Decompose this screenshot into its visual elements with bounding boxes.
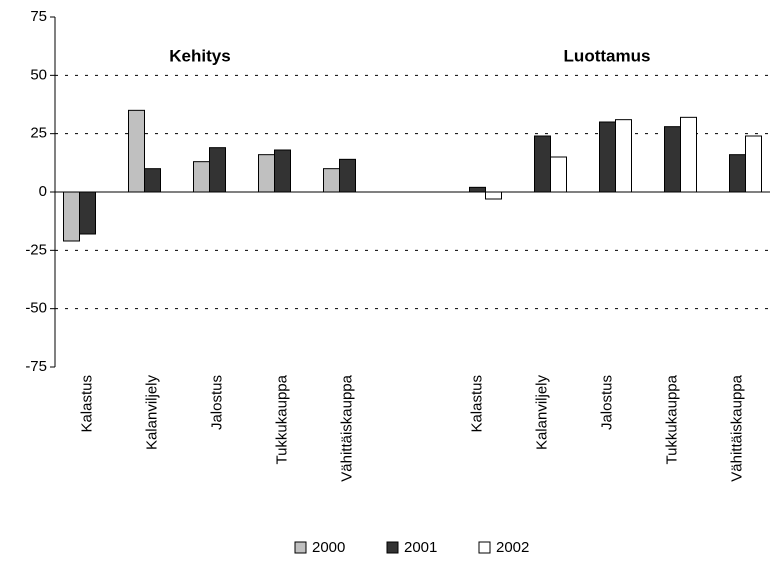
x-tick-label: Vähittäiskauppa <box>728 374 745 481</box>
bar <box>550 156 567 193</box>
legend-label: 2001 <box>404 539 437 556</box>
bar <box>745 135 762 193</box>
bar <box>615 119 632 193</box>
annotation: Kehitys <box>169 46 230 65</box>
y-tick-label: 25 <box>30 125 47 142</box>
bar <box>323 168 340 193</box>
bar <box>599 121 616 193</box>
bar <box>128 109 145 193</box>
bar <box>79 191 96 235</box>
bar <box>274 149 291 193</box>
legend-swatch <box>478 541 491 554</box>
bar <box>339 158 356 193</box>
bar <box>193 161 210 193</box>
x-tick-label: Jalostus <box>208 375 225 430</box>
legend-label: 2000 <box>312 539 345 556</box>
x-tick-label: Kalanviljely <box>143 375 160 451</box>
x-tick-label: Kalastus <box>468 375 485 433</box>
bar <box>144 168 161 193</box>
x-tick-label: Kalanviljely <box>533 375 550 451</box>
legend-swatch <box>386 541 399 554</box>
bar <box>258 154 275 193</box>
legend-label: 2002 <box>496 539 529 556</box>
bar <box>534 135 551 193</box>
y-tick-label: 50 <box>30 66 47 83</box>
y-tick-label: -50 <box>25 300 47 317</box>
y-tick-label: 0 <box>39 183 47 200</box>
x-tick-label: Jalostus <box>598 375 615 430</box>
y-tick-label: 75 <box>30 8 47 25</box>
annotation: Luottamus <box>564 46 651 65</box>
y-tick-label: -75 <box>25 358 47 375</box>
legend-swatch <box>294 541 307 554</box>
x-tick-label: Kalastus <box>78 375 95 433</box>
bar <box>680 116 697 193</box>
bar <box>664 126 681 193</box>
bar <box>729 154 746 193</box>
y-tick-label: -25 <box>25 241 47 258</box>
x-tick-label: Vähittäiskauppa <box>338 374 355 481</box>
x-tick-label: Tukkukauppa <box>663 374 680 464</box>
bar <box>485 191 502 200</box>
bar <box>209 147 226 193</box>
bar <box>63 191 80 242</box>
bar <box>469 186 486 193</box>
x-tick-label: Tukkukauppa <box>273 374 290 464</box>
